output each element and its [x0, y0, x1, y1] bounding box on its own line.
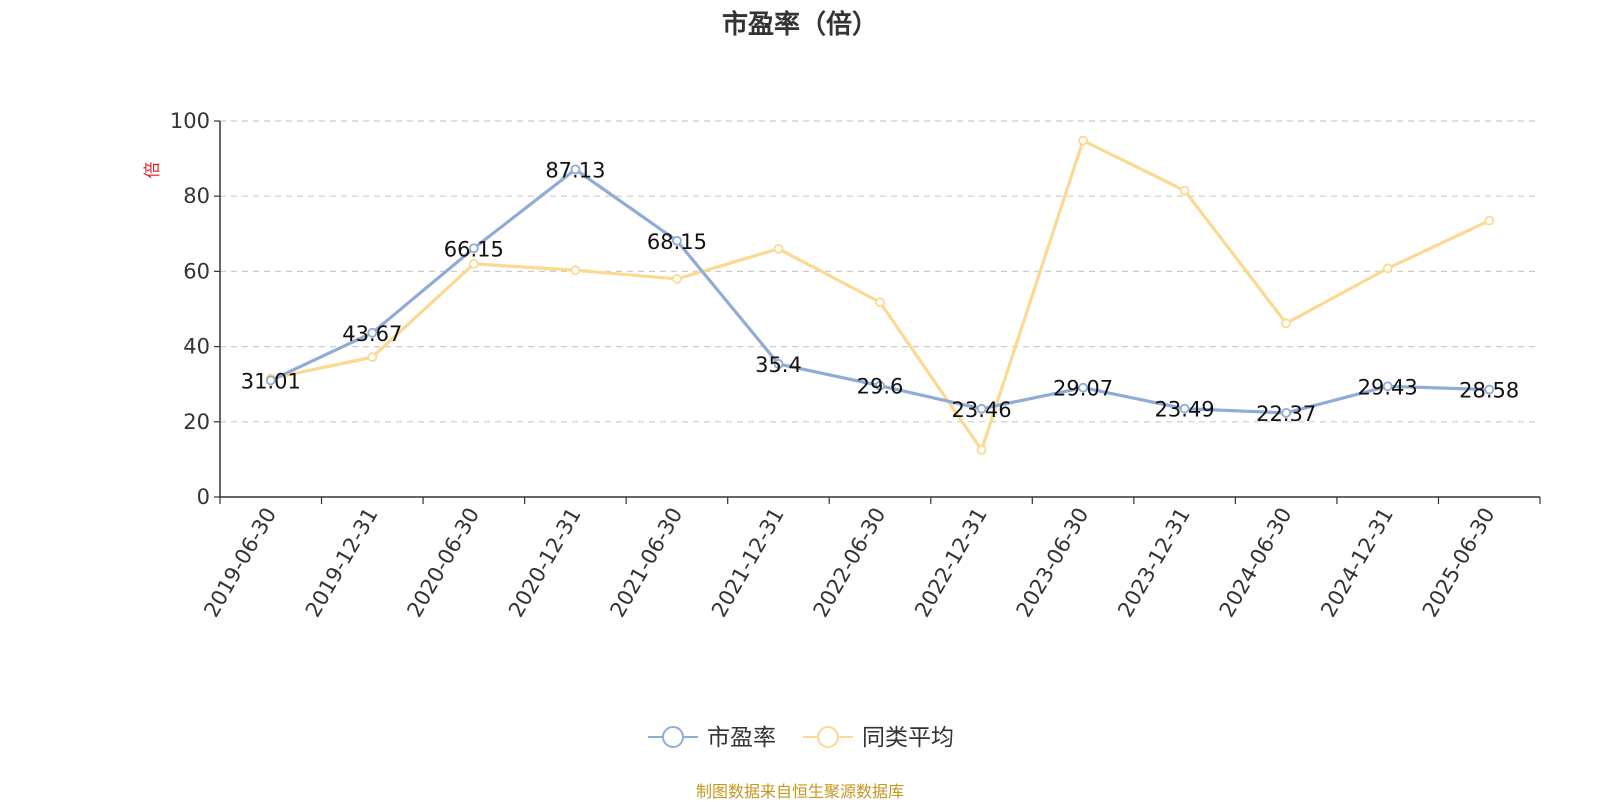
x-tick-label: 2024-06-30	[1215, 504, 1297, 622]
axes: 0 20 40 60 80 100 倍 2019-06-30 2019-12-31 2020-06…	[143, 109, 1541, 622]
legend-item[interactable]: 同类平均	[803, 725, 954, 751]
data-point	[468, 258, 479, 269]
x-tick-label: 2019-06-30	[199, 504, 281, 622]
data-label: 23.46	[951, 398, 1011, 422]
data-point	[1179, 403, 1190, 414]
data-label: 29.6	[857, 375, 904, 399]
data-label: 29.43	[1358, 375, 1418, 399]
x-tick-label: 2023-12-31	[1113, 504, 1195, 622]
data-point	[468, 243, 479, 254]
source-note: 制图数据来自恒生聚源数据库	[695, 782, 904, 801]
data-point	[1484, 215, 1495, 226]
series	[265, 135, 1495, 455]
x-tick-label: 2021-12-31	[707, 504, 789, 622]
data-point	[1382, 381, 1393, 392]
y-tick-label: 0	[197, 485, 210, 509]
data-label: 28.58	[1459, 379, 1519, 403]
data-point	[976, 445, 987, 455]
data-label: 29.07	[1053, 377, 1113, 401]
data-point	[672, 235, 682, 246]
data-point	[367, 327, 378, 338]
data-label: 66.15	[444, 237, 504, 261]
data-point	[773, 358, 784, 369]
x-tick-label: 2021-06-30	[605, 504, 687, 622]
data-point	[773, 243, 784, 254]
data-label: 87.13	[545, 158, 605, 182]
data-point	[1281, 318, 1292, 329]
legend-label: 同类平均	[862, 725, 954, 751]
data-label: 35.4	[755, 353, 802, 377]
data-point	[570, 265, 581, 276]
x-tick-label: 2022-06-30	[809, 504, 891, 622]
data-point	[367, 352, 378, 363]
data-label: 31.01	[241, 369, 301, 393]
data-point	[1382, 263, 1393, 274]
x-tick-label: 2020-06-30	[402, 504, 484, 622]
legend-marker	[817, 726, 839, 748]
data-labels: 31.01 43.67 66.15 87.13 68.15 35.4 29.6 23.46 29…	[241, 158, 1520, 425]
y-tick-label: 40	[183, 335, 210, 359]
x-tick-label: 2023-06-30	[1012, 504, 1094, 622]
data-point	[875, 380, 885, 391]
data-point	[1078, 382, 1088, 393]
x-tick-label: 2020-12-31	[504, 504, 586, 622]
y-tick-label: 100	[170, 109, 210, 133]
data-point	[1179, 185, 1190, 196]
data-point	[265, 375, 276, 386]
y-tick-label: 80	[183, 184, 210, 208]
y-tick-label: 60	[183, 259, 210, 283]
legend[interactable]: 市盈率 同类平均	[648, 725, 954, 751]
x-tick-label: 2019-12-31	[301, 504, 383, 622]
chart-title: 市盈率（倍）	[721, 10, 878, 40]
data-point	[1484, 384, 1495, 395]
data-point	[1078, 135, 1088, 146]
y-tick-label: 20	[183, 410, 210, 434]
legend-item[interactable]: 市盈率	[648, 725, 776, 751]
x-tick-label: 2022-12-31	[910, 504, 992, 622]
legend-label: 市盈率	[707, 725, 776, 751]
data-point	[875, 297, 885, 308]
y-axis-label: 倍	[143, 162, 163, 179]
grid-lines	[220, 120, 1540, 423]
data-point	[1281, 407, 1292, 418]
x-tick-label: 2025-06-30	[1418, 504, 1500, 622]
data-point	[976, 403, 987, 414]
data-point	[570, 164, 581, 175]
data-point	[672, 274, 682, 284]
data-label: 23.49	[1155, 398, 1215, 422]
legend-marker	[662, 726, 684, 748]
data-label: 43.67	[342, 322, 402, 346]
data-label: 68.15	[647, 230, 707, 254]
data-label: 22.37	[1256, 402, 1316, 426]
x-tick-label: 2024-12-31	[1316, 504, 1398, 622]
